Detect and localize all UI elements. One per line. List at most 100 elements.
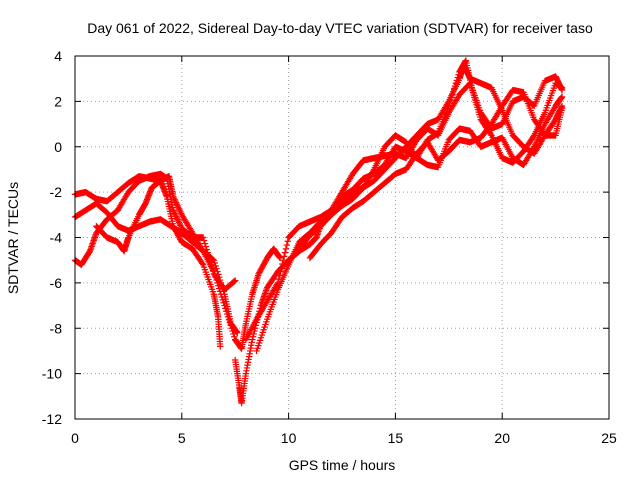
data-point-marker (171, 210, 178, 217)
series-track-6 (242, 73, 566, 343)
data-point-marker (201, 240, 209, 247)
x-tick-label: 20 (494, 430, 510, 446)
data-point-marker (448, 94, 455, 101)
data-point-marker (213, 276, 220, 284)
data-point-marker (215, 285, 223, 292)
data-point-marker (170, 194, 178, 202)
data-point-marker (176, 207, 183, 214)
data-point-marker (445, 102, 452, 110)
data-point-marker (283, 241, 291, 249)
y-axis-label: SDTVAR / TECUs (5, 182, 21, 294)
data-point-marker (280, 256, 287, 264)
data-point-marker (279, 260, 286, 268)
data-point-marker (211, 271, 218, 278)
data-point-marker (282, 245, 290, 253)
data-point-marker (278, 264, 285, 271)
data-point-marker (211, 259, 218, 267)
series-track-9 (306, 86, 566, 262)
data-markers (71, 57, 566, 407)
data-point-marker (451, 82, 459, 90)
chart-title: Day 061 of 2022, Sidereal Day-to-day VTE… (87, 20, 593, 36)
data-point-marker (221, 302, 228, 309)
data-point-marker (455, 71, 462, 78)
y-tick-label: -8 (50, 320, 63, 336)
data-point-marker (454, 74, 461, 81)
x-tick-labels: 0 5 10 15 20 25 (71, 430, 617, 446)
x-tick-label: 5 (178, 430, 186, 446)
data-point-marker (249, 333, 257, 340)
data-point-marker (222, 305, 229, 312)
data-point-marker (232, 277, 239, 284)
series-track-4 (93, 173, 284, 352)
data-point-marker (212, 274, 219, 281)
y-tick-label: -4 (50, 230, 63, 246)
data-point-marker (200, 237, 208, 244)
data-point-marker (199, 246, 206, 253)
data-point-marker (217, 291, 225, 298)
data-point-marker (202, 243, 210, 250)
x-tick-label: 0 (71, 430, 79, 446)
data-point-marker (199, 260, 206, 267)
data-point-marker (220, 299, 227, 306)
data-point-marker (446, 99, 453, 107)
data-point-marker (249, 336, 256, 343)
data-point-marker (199, 234, 207, 241)
data-point-marker (177, 222, 184, 229)
x-tick-label: 10 (281, 430, 297, 446)
data-point-marker (558, 93, 566, 101)
data-point-marker (230, 330, 237, 338)
data-point-marker (530, 145, 537, 152)
data-point-marker (171, 196, 178, 203)
data-point-marker (453, 77, 461, 84)
plot-frame (74, 55, 610, 420)
data-point-marker (170, 193, 177, 200)
data-point-marker (228, 325, 235, 332)
data-point-marker (173, 214, 181, 222)
data-point-marker (450, 85, 458, 93)
data-point-marker (216, 288, 224, 295)
y-tick-label: 0 (54, 139, 62, 155)
data-point-marker (175, 219, 183, 226)
y-tick-label: 4 (54, 48, 62, 64)
y-tick-label: -2 (50, 184, 63, 200)
data-point-marker (174, 216, 181, 223)
data-point-marker (176, 220, 183, 228)
data-point-marker (172, 198, 179, 205)
data-point-marker (170, 207, 177, 214)
data-point-marker (177, 208, 184, 215)
data-point-marker (450, 88, 457, 95)
data-point-marker (214, 279, 221, 287)
data-point-marker (172, 199, 180, 206)
data-point-marker (172, 211, 179, 219)
x-axis-label: GPS time / hours (289, 457, 396, 473)
data-point-marker (276, 254, 284, 262)
series-track-5 (232, 61, 566, 407)
data-point-marker (174, 202, 181, 209)
data-point-marker (449, 91, 456, 98)
data-point-marker (447, 97, 454, 104)
x-tick-label: 15 (388, 430, 404, 446)
y-tick-labels: -12 -10 -8 -6 -4 -2 0 2 4 (42, 48, 62, 427)
data-point-marker (172, 213, 180, 220)
data-point-marker (223, 308, 230, 315)
y-tick-label: 2 (54, 93, 62, 109)
data-point-marker (219, 296, 226, 304)
data-point-marker (277, 268, 284, 275)
data-point-marker (487, 130, 494, 138)
data-point-marker (231, 278, 238, 285)
data-point-marker (215, 282, 222, 289)
data-point-marker (175, 204, 182, 211)
series-track-8 (296, 93, 566, 253)
data-point-marker (226, 319, 234, 326)
y-tick-label: -12 (42, 411, 62, 427)
data-point-marker (225, 316, 233, 323)
y-tick-label: -10 (42, 366, 62, 382)
data-point-marker (223, 310, 231, 318)
data-point-marker (173, 201, 181, 208)
data-point-marker (224, 313, 232, 321)
data-point-marker (281, 249, 289, 256)
data-point-marker (452, 80, 460, 87)
data-point-marker (234, 329, 241, 336)
data-point-marker (229, 327, 236, 335)
